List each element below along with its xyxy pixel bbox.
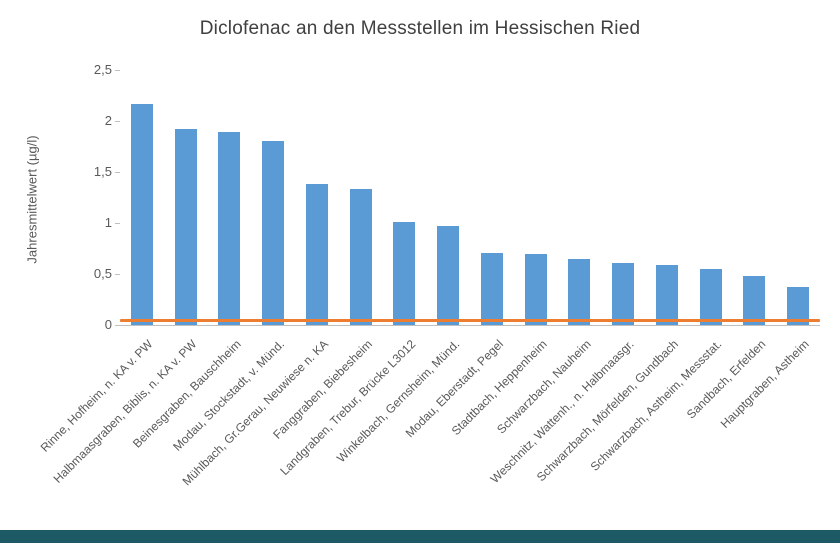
threshold-line (120, 318, 820, 322)
plot-area (120, 70, 820, 326)
y-tick-label: 1,5 (93, 164, 112, 179)
x-tick-label: Sandbach, Erfelden (683, 337, 769, 422)
chart-title: Diclofenac an den Messstellen im Hessisc… (199, 18, 641, 39)
y-tick-label: 1 (104, 215, 112, 230)
bar (393, 221, 416, 325)
y-tick-mark (115, 172, 120, 173)
bar (130, 103, 153, 325)
bar (524, 253, 547, 325)
bar (655, 264, 678, 325)
bar (349, 189, 372, 325)
y-tick-label: 2 (104, 113, 112, 128)
y-tick-label: 2,5 (93, 62, 112, 77)
y-tick-mark (115, 325, 120, 326)
bar (480, 252, 503, 325)
y-tick-mark (115, 70, 120, 71)
bar (787, 287, 810, 325)
bar (699, 268, 722, 325)
y-tick-mark (115, 223, 120, 224)
bar (568, 258, 591, 325)
y-tick-mark (115, 121, 120, 122)
x-tick-label: Hauptgraben, Astheim (718, 337, 813, 431)
y-tick-label: 0,5 (93, 266, 112, 281)
bar (437, 226, 460, 325)
bar (743, 276, 766, 325)
bar (612, 262, 635, 325)
bar (218, 132, 241, 325)
bar (174, 129, 197, 325)
y-tick-label: 0 (104, 317, 112, 332)
bar (305, 184, 328, 325)
bottom-edge-bar (0, 530, 840, 543)
y-axis-title: Jahresmittelwert (µg/l) (24, 135, 40, 264)
y-tick-mark (115, 274, 120, 275)
bar (262, 141, 285, 325)
